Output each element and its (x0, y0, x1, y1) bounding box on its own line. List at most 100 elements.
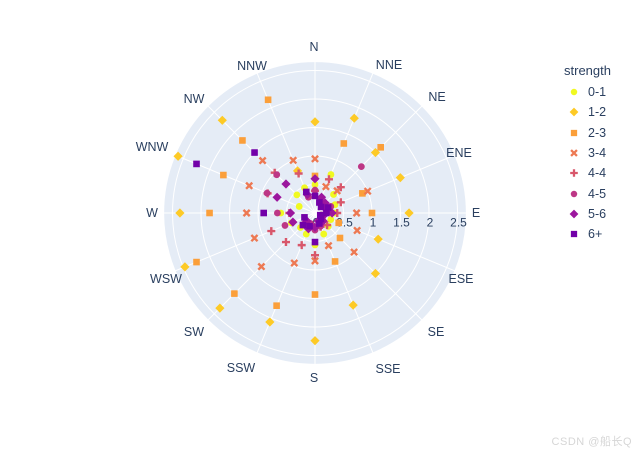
point-1-2-WSW[interactable] (180, 262, 190, 272)
point-6+-NNW[interactable] (302, 188, 310, 196)
point-4-5-WNW[interactable] (263, 189, 271, 197)
point-6+-E[interactable] (323, 209, 330, 217)
point-5-6-NW[interactable] (281, 179, 291, 189)
point-6+-ENE[interactable] (324, 204, 332, 211)
point-5-6-NE[interactable] (320, 198, 330, 208)
point-5-6-WSW[interactable] (288, 217, 298, 227)
point-3-4-ESE[interactable] (353, 226, 362, 235)
point-0-1-N[interactable] (311, 181, 319, 188)
point-3-4-NW[interactable] (258, 156, 267, 165)
point-2-3-NE[interactable] (377, 144, 384, 151)
point-4-5-W[interactable] (273, 209, 281, 217)
point-1-2-S[interactable] (310, 336, 320, 346)
point-2-3-S[interactable] (311, 291, 319, 298)
point-1-2-NW[interactable] (217, 115, 227, 125)
legend-item-0-1[interactable]: 0-1 (556, 82, 636, 102)
radial-axis-tick-label: 2.5 (450, 216, 467, 230)
point-6+-NW[interactable] (251, 149, 258, 156)
point-3-4-W[interactable] (242, 209, 251, 217)
point-6+-WSW[interactable] (301, 214, 308, 221)
legend-item-4-4[interactable]: 4-4 (556, 163, 636, 183)
point-6+-WNW[interactable] (193, 160, 200, 168)
point-3-4-WNW[interactable] (245, 181, 254, 190)
point-4-5-NW[interactable] (273, 171, 281, 179)
point-2-3-NNE[interactable] (340, 140, 348, 147)
point-2-3-NW[interactable] (239, 137, 246, 144)
point-6+-N[interactable] (311, 192, 319, 200)
point-2-3-SSE[interactable] (331, 258, 339, 265)
point-1-2-ESE[interactable] (373, 234, 383, 244)
point-5-6-W[interactable] (285, 208, 296, 218)
legend-item-label: 3-4 (588, 146, 607, 161)
point-4-5-NE[interactable] (357, 163, 365, 171)
point-4-5-WSW[interactable] (281, 222, 289, 229)
point-1-2-W[interactable] (175, 208, 185, 218)
point-6+-SE[interactable] (317, 215, 325, 223)
point-3-4-SW[interactable] (257, 262, 266, 271)
point-6+-W[interactable] (260, 209, 267, 217)
point-3-4-NE[interactable] (333, 186, 342, 195)
point-4-5-N[interactable] (311, 186, 319, 194)
point-2-3-ESE[interactable] (335, 219, 342, 227)
point-4-4-NNW[interactable] (294, 169, 303, 178)
point-4-4-ENE[interactable] (336, 198, 345, 207)
point-4-4-SW[interactable] (281, 238, 290, 247)
point-1-2-N[interactable] (310, 117, 320, 127)
point-4-4-NE[interactable] (336, 183, 345, 192)
point-4-4-SSW[interactable] (297, 241, 306, 250)
point-6+-NNE[interactable] (316, 199, 323, 206)
point-3-4-SE[interactable] (350, 248, 359, 257)
point-4-4-S[interactable] (311, 251, 319, 260)
point-3-4-NNE[interactable] (321, 182, 330, 191)
point-1-2-NNE[interactable] (349, 113, 359, 123)
point-2-3-WSW[interactable] (193, 258, 200, 266)
point-5-6-E[interactable] (327, 208, 337, 218)
point-3-4-E[interactable] (352, 209, 361, 217)
point-2-3-W[interactable] (206, 209, 213, 217)
point-1-2-WNW[interactable] (173, 151, 183, 161)
point-2-3-ENE[interactable] (359, 190, 366, 197)
point-1-2-E[interactable] (404, 208, 414, 218)
point-6+-S[interactable] (311, 238, 319, 246)
point-5-6-WNW[interactable] (272, 192, 282, 202)
legend-item-label: 4-5 (588, 186, 607, 201)
point-6+-SW[interactable] (299, 221, 307, 229)
point-3-4-SSW[interactable] (290, 259, 299, 267)
point-0-1-SSE[interactable] (320, 230, 328, 238)
legend-item-6+[interactable]: 6+ (556, 224, 636, 244)
point-2-3-SSW[interactable] (273, 302, 280, 309)
point-2-3-WNW[interactable] (220, 171, 227, 179)
point-3-4-S[interactable] (311, 256, 319, 265)
point-6+-SSE[interactable] (316, 220, 323, 227)
point-1-2-SE[interactable] (370, 268, 381, 279)
legend-item-2-3[interactable]: 2-3 (556, 123, 636, 143)
point-3-4-NNW[interactable] (289, 156, 298, 165)
point-3-4-WSW[interactable] (250, 234, 259, 243)
legend-item-5-6[interactable]: 5-6 (556, 204, 636, 224)
point-4-4-SE[interactable] (323, 221, 332, 230)
point-3-4-SSE[interactable] (324, 241, 333, 250)
point-0-1-ESE[interactable] (327, 216, 335, 223)
point-2-3-SE[interactable] (336, 234, 344, 242)
point-6+-NE[interactable] (317, 203, 325, 211)
point-4-4-WSW[interactable] (267, 227, 276, 236)
point-1-2-SSW[interactable] (265, 317, 275, 327)
point-2-3-E[interactable] (368, 209, 376, 217)
radial-axis-tick-label: 1 (370, 216, 377, 230)
point-2-3-SW[interactable] (231, 290, 238, 297)
point-6+-SSW[interactable] (306, 222, 313, 230)
legend-item-3-4[interactable]: 3-4 (556, 143, 636, 163)
point-6+-ESE[interactable] (316, 211, 324, 219)
point-1-2-SW[interactable] (215, 303, 225, 313)
legend-item-1-2[interactable]: 1-2 (556, 102, 636, 122)
point-0-1-NW[interactable] (293, 191, 301, 199)
point-1-2-SSE[interactable] (348, 300, 358, 310)
legend-item-4-5[interactable]: 4-5 (556, 183, 636, 203)
point-3-4-N[interactable] (311, 154, 319, 163)
point-4-4-NNE[interactable] (324, 175, 333, 184)
point-1-2-ENE[interactable] (395, 173, 405, 183)
point-0-1-WNW[interactable] (295, 203, 303, 210)
point-5-6-N[interactable] (310, 174, 320, 184)
point-2-3-NNW[interactable] (264, 96, 272, 104)
point-3-4-ENE[interactable] (363, 187, 372, 196)
